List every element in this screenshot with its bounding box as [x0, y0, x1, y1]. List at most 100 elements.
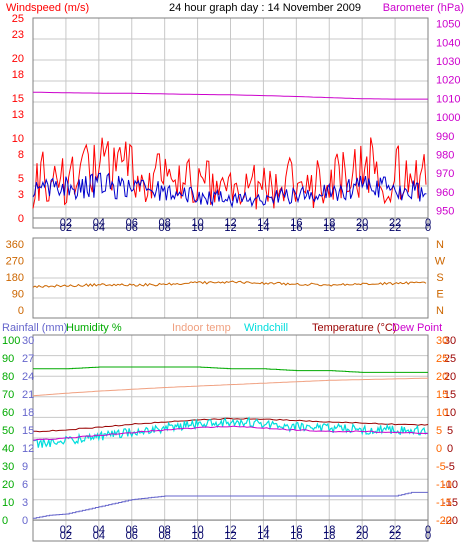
barometer-tick-label: 1010	[436, 93, 460, 105]
temperature-tick-label: 30	[444, 335, 456, 347]
indoor-temp-line	[32, 377, 428, 397]
x-tick-label: 20	[356, 222, 368, 234]
gust-line	[32, 137, 427, 210]
humidity-tick-label: 60	[2, 407, 14, 419]
x-tick-label: 02	[60, 530, 72, 542]
humidity-line	[33, 366, 428, 373]
x-tick-label: 18	[323, 217, 335, 229]
windspeed-tick-label: 13	[12, 109, 24, 121]
x-tick-label: 0	[425, 524, 431, 536]
x-tick-label: 02	[60, 217, 72, 229]
compass-tick-label: N	[436, 305, 444, 317]
x-tick-label: 10	[191, 217, 203, 229]
x-tick-label: 06	[126, 524, 138, 536]
indoor-tick-label: -15	[436, 497, 452, 509]
legend-entry: Dew Point	[392, 322, 442, 334]
indoor-tick-label: 0	[436, 443, 442, 455]
rainfall-tick-label: 30	[22, 335, 34, 347]
x-tick-label: 14	[257, 222, 269, 234]
x-tick-label: 02	[60, 222, 72, 234]
humidity-tick-label: 0	[2, 515, 8, 527]
temperature-line	[33, 417, 429, 433]
legend-entry: Windchill	[244, 322, 288, 334]
wind-direction-line	[32, 280, 427, 289]
rainfall-tick-label: 12	[22, 443, 34, 455]
x-tick-label: 10	[191, 530, 203, 542]
indoor-tick-label: 5	[436, 425, 442, 437]
temperature-tick-label: -15	[442, 497, 458, 509]
compass-tick-label: S	[436, 272, 443, 284]
direction-tick-label: 270	[6, 256, 24, 268]
x-tick-label: 08	[159, 530, 171, 542]
grid-layer	[33, 17, 429, 542]
windspeed-tick-label: 20	[12, 53, 24, 65]
barometer-tick-label: 960	[436, 187, 454, 199]
windspeed-tick-label: 8	[18, 149, 24, 161]
dew-point-line	[32, 425, 429, 441]
indoor-tick-label: 10	[436, 407, 448, 419]
barometer-axis-title: Barometer (hPa)	[383, 2, 464, 14]
label-layer: 02 04 06 08 10 12 14 16 18 20 22 003581013151820232…	[2, 13, 460, 542]
rainfall-tick-label: 0	[22, 515, 28, 527]
humidity-tick-label: 30	[2, 461, 14, 473]
x-tick-label: 08	[159, 222, 171, 234]
humidity-tick-label: 100	[2, 335, 20, 347]
panel-frame	[32, 334, 429, 542]
x-tick-label: 12	[224, 530, 236, 542]
temperature-tick-label: 0	[447, 443, 453, 455]
x-tick-label: 20	[356, 524, 368, 536]
rainfall-tick-label: 6	[22, 479, 28, 491]
x-tick-label: 14	[257, 530, 269, 542]
humidity-tick-label: 90	[2, 353, 14, 365]
x-tick-label: 12	[224, 222, 236, 234]
legend-entry: Temperature (°C)	[312, 322, 396, 334]
x-tick-label: 04	[93, 530, 105, 542]
windspeed-axis-title: Windspeed (m/s)	[6, 2, 89, 14]
direction-tick-label: 360	[6, 239, 24, 251]
temperature-tick-label: -5	[445, 461, 455, 473]
direction-tick-label: 0	[18, 305, 24, 317]
humidity-tick-label: 10	[2, 497, 14, 509]
rainfall-line	[33, 491, 428, 519]
legend-entry: Rainfall (mm)	[2, 322, 67, 334]
x-tick-label: 10	[191, 222, 203, 234]
temperature-tick-label: 10	[444, 407, 456, 419]
temperature-tick-label: 15	[444, 389, 456, 401]
temperature-tick-label: -10	[442, 479, 458, 491]
x-tick-label: 18	[323, 524, 335, 536]
windchill-line	[32, 416, 429, 448]
x-tick-label: 04	[93, 524, 105, 536]
humidity-tick-label: 50	[2, 425, 14, 437]
x-tick-label: 10	[191, 524, 203, 536]
indoor-tick-label: 25	[436, 353, 448, 365]
compass-tick-label: W	[435, 256, 446, 268]
x-tick-label: 0	[425, 530, 431, 542]
indoor-tick-label: -20	[436, 515, 452, 527]
windspeed-line	[32, 172, 427, 209]
barometer-tick-label: 1030	[436, 56, 460, 68]
x-tick-label: 0	[425, 222, 431, 234]
x-tick-label: 12	[224, 524, 236, 536]
x-tick-label: 0	[425, 217, 431, 229]
indoor-tick-label: 15	[436, 389, 448, 401]
legend-entry: Humidity %	[66, 322, 122, 334]
temperature-tick-label: 20	[444, 371, 456, 383]
compass-tick-label: N	[436, 239, 444, 251]
rainfall-tick-label: 15	[22, 425, 34, 437]
rainfall-tick-label: 21	[22, 389, 34, 401]
windspeed-tick-label: 18	[12, 69, 24, 81]
indoor-tick-label: 30	[436, 335, 448, 347]
x-tick-label: 16	[290, 530, 302, 542]
direction-tick-label: 180	[6, 272, 24, 284]
x-tick-label: 02	[60, 524, 72, 536]
series-layer	[32, 91, 429, 519]
x-tick-label: 20	[356, 530, 368, 542]
temperature-tick-label: 25	[444, 353, 456, 365]
chart-title: 24 hour graph day : 14 November 2009	[169, 2, 361, 14]
x-tick-label: 08	[159, 524, 171, 536]
x-tick-label: 18	[323, 530, 335, 542]
humidity-tick-label: 70	[2, 389, 14, 401]
x-tick-label: 06	[126, 222, 138, 234]
